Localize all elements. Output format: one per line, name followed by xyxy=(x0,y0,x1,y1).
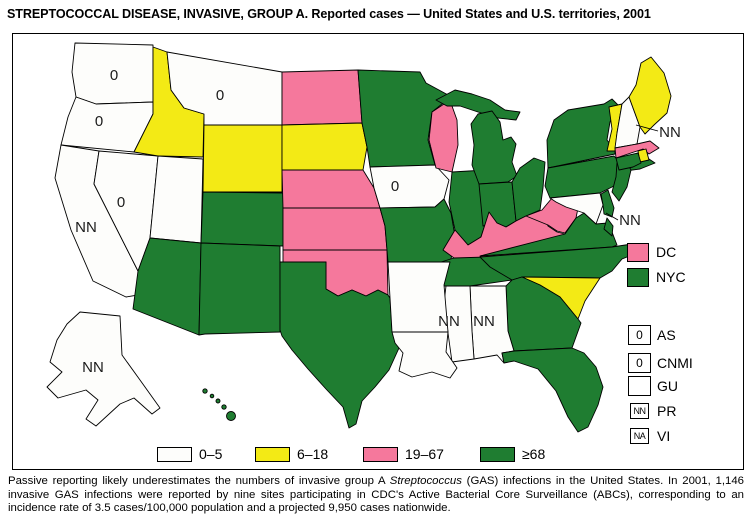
cnmi-value-box: 0 xyxy=(628,353,651,373)
legend-item-68-plus: ≥68 xyxy=(480,446,545,462)
legend-swatch-6-18 xyxy=(255,446,290,462)
page-title: STREPTOCOCCAL DISEASE, INVASIVE, GROUP A… xyxy=(7,7,651,21)
legend-label-68-plus: ≥68 xyxy=(522,446,546,462)
gu-label: GU xyxy=(657,378,678,394)
legend-item-19-67: 19–67 xyxy=(363,446,444,462)
legend-item-0-5: 0–5 xyxy=(157,446,222,462)
gu-value-box xyxy=(628,376,651,396)
legend-swatch-19-67 xyxy=(363,446,398,462)
pr-label: PR xyxy=(657,403,677,419)
footnote-text-2: (GAS) infections in the United States. I… xyxy=(8,475,744,515)
dc-label: DC xyxy=(656,244,677,260)
legend-label-6-18: 6–18 xyxy=(297,446,329,462)
dc-swatch xyxy=(627,243,649,262)
as-label: AS xyxy=(657,327,676,343)
vi-value-box: NA xyxy=(630,428,649,444)
footnote-text-1: Passive reporting likely underestimates … xyxy=(8,475,390,487)
vi-label: VI xyxy=(657,428,671,444)
legend-swatch-68-plus xyxy=(480,446,515,462)
nyc-label: NYC xyxy=(656,269,686,285)
cnmi-label: CNMI xyxy=(657,355,693,371)
as-value-box: 0 xyxy=(628,325,651,345)
nyc-swatch xyxy=(627,268,649,287)
legend-item-6-18: 6–18 xyxy=(255,446,328,462)
legend-label-19-67: 19–67 xyxy=(405,446,444,462)
pr-value-box: NN xyxy=(630,403,649,419)
footnote: Passive reporting likely underestimates … xyxy=(8,475,744,516)
footnote-italic-streptococcus: Streptococcus xyxy=(389,475,462,487)
legend-label-0-5: 0–5 xyxy=(199,446,223,462)
legend-swatch-0-5 xyxy=(157,446,192,462)
